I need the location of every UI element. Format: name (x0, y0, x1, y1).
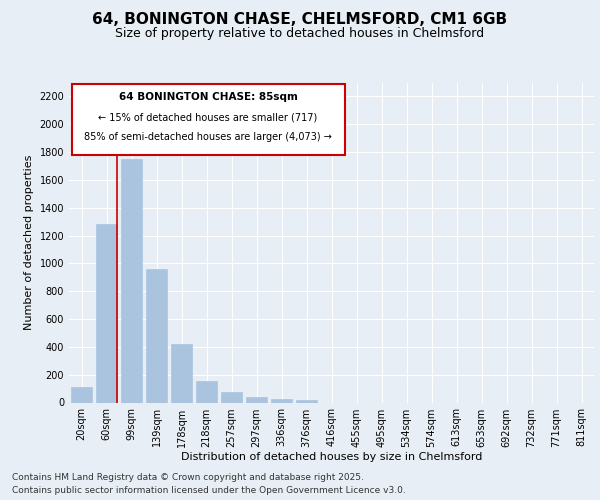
Bar (221, 392, 242, 402)
Text: ← 15% of detached houses are smaller (717): ← 15% of detached houses are smaller (71… (98, 113, 318, 123)
Bar (271, 399, 292, 402)
Bar (196, 381, 217, 402)
Text: Size of property relative to detached houses in Chelmsford: Size of property relative to detached ho… (115, 28, 485, 40)
Text: 85% of semi-detached houses are larger (4,073) →: 85% of semi-detached houses are larger (… (84, 132, 332, 142)
Text: Contains HM Land Registry data © Crown copyright and database right 2025.: Contains HM Land Registry data © Crown c… (12, 474, 364, 482)
Bar (71, 387, 92, 402)
Bar (171, 344, 192, 403)
Text: Contains public sector information licensed under the Open Government Licence v3: Contains public sector information licen… (12, 486, 406, 495)
Bar (96, 224, 117, 402)
Y-axis label: Number of detached properties: Number of detached properties (24, 155, 34, 330)
Text: 64 BONINGTON CHASE: 85sqm: 64 BONINGTON CHASE: 85sqm (119, 92, 298, 102)
Bar (296, 400, 317, 402)
Text: 64, BONINGTON CHASE, CHELMSFORD, CM1 6GB: 64, BONINGTON CHASE, CHELMSFORD, CM1 6GB (92, 12, 508, 28)
X-axis label: Distribution of detached houses by size in Chelmsford: Distribution of detached houses by size … (181, 452, 482, 462)
Bar (246, 397, 267, 402)
Bar (121, 159, 142, 402)
Bar (146, 269, 167, 402)
FancyBboxPatch shape (71, 84, 344, 154)
